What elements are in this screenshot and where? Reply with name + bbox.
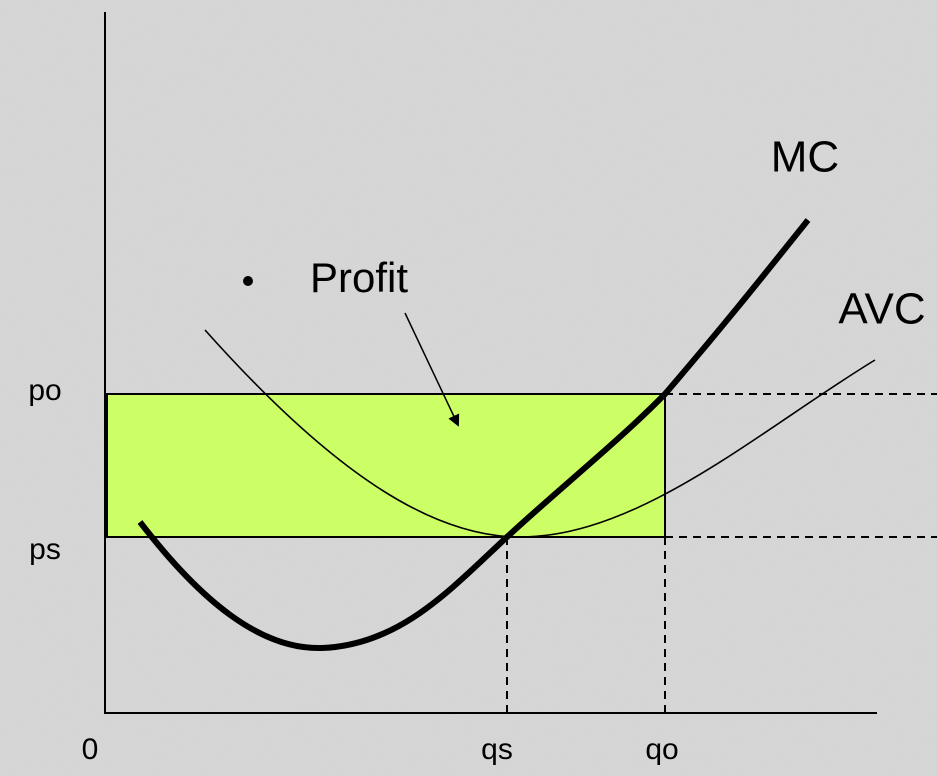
y-label: po (28, 374, 61, 407)
profit-area (106, 393, 666, 538)
avc-curve (204, 329, 876, 538)
mc-curve (137, 218, 811, 652)
x-label: qs (481, 733, 513, 766)
y-label: ps (29, 533, 61, 566)
avc-label: AVC (838, 285, 925, 334)
mc-label: MC (771, 133, 839, 182)
origin-label: 0 (82, 733, 99, 766)
x-label: qo (645, 733, 678, 766)
profit-arrow (404, 312, 460, 427)
bullet (243, 276, 253, 286)
profit-label: Profit (310, 254, 408, 301)
